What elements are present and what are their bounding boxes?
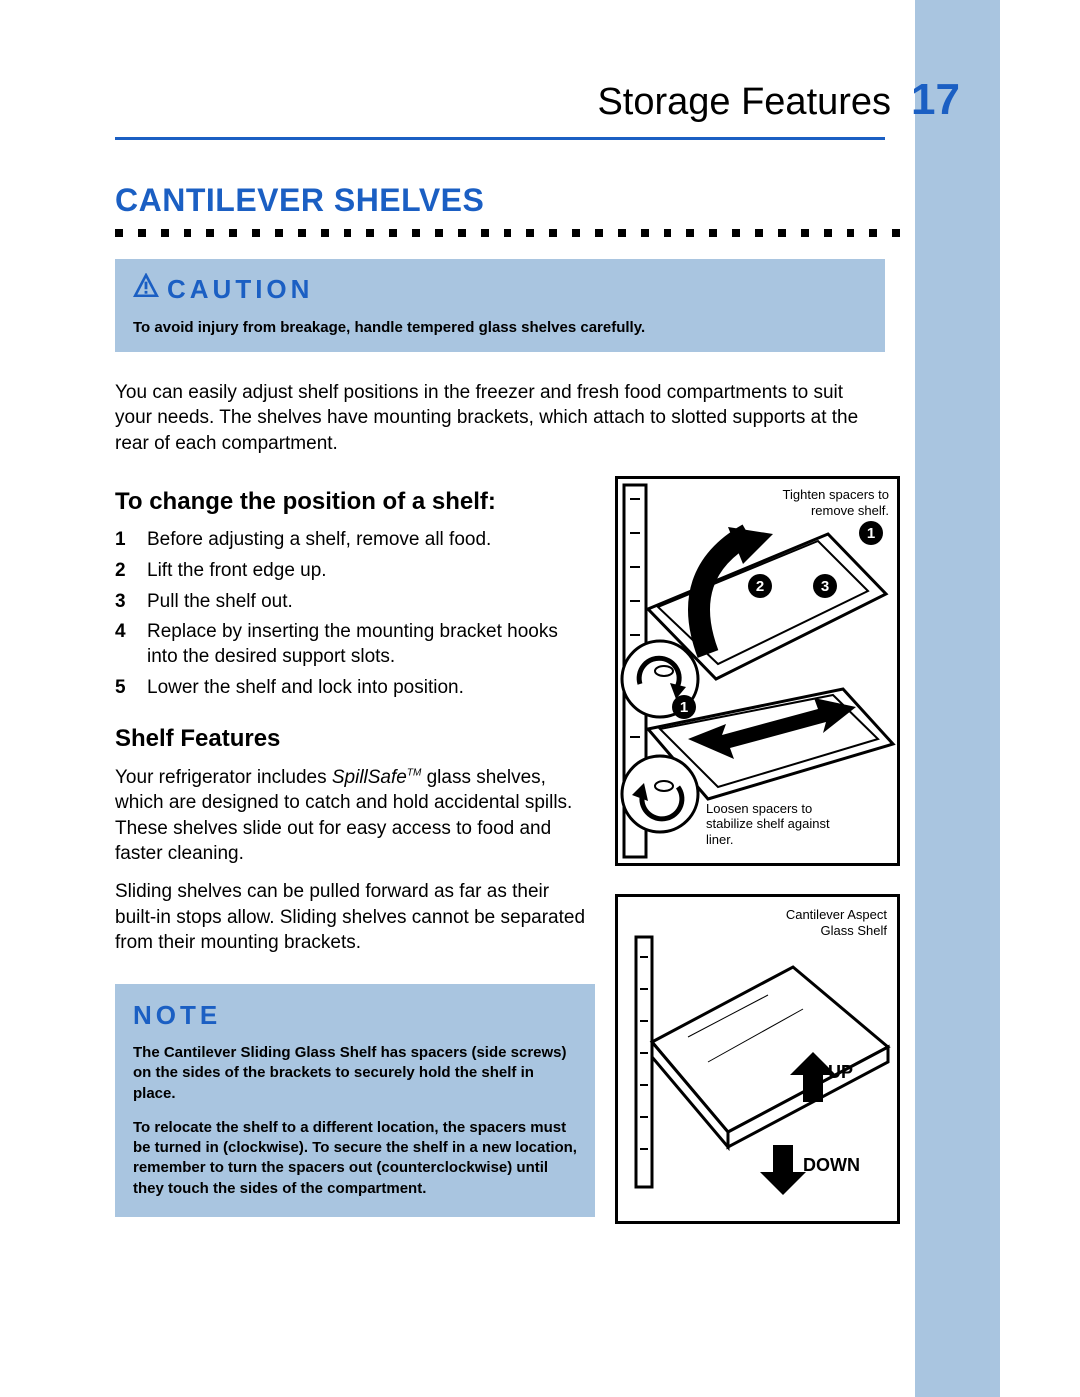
chapter-title: Storage Features: [597, 81, 891, 124]
page-header: Storage Features 17: [115, 75, 960, 125]
step-text: Lower the shelf and lock into position.: [147, 676, 464, 701]
page-content: Storage Features 17 CANTILEVER SHELVES C…: [115, 75, 960, 1224]
intro-paragraph: You can easily adjust shelf positions in…: [115, 380, 885, 457]
caution-title-row: CAUTION: [133, 273, 867, 306]
diagram-shelf-spacers: Tighten spacers to remove shelf.: [615, 476, 900, 866]
dotted-divider: [115, 229, 900, 239]
step-item: 4Replace by inserting the mounting brack…: [115, 620, 593, 669]
note-callout: NOTE The Cantilever Sliding Glass Shelf …: [115, 984, 595, 1217]
page-number: 17: [911, 75, 960, 125]
warning-icon: [133, 273, 159, 306]
shelf-features-heading: Shelf Features: [115, 725, 593, 753]
step-item: 5Lower the shelf and lock into position.: [115, 676, 593, 701]
shelf-features-para-1: Your refrigerator includes SpillSafeTM g…: [115, 765, 593, 868]
shelf-features-para-2: Sliding shelves can be pulled forward as…: [115, 879, 593, 956]
right-column: Tighten spacers to remove shelf.: [615, 476, 900, 1224]
note-text-2: To relocate the shelf to a different loc…: [133, 1118, 577, 1199]
left-column: To change the position of a shelf: 1Befo…: [115, 476, 593, 1224]
diagram2-down-label: DOWN: [803, 1155, 860, 1176]
steps-list: 1Before adjusting a shelf, remove all fo…: [115, 528, 593, 700]
two-column-region: To change the position of a shelf: 1Befo…: [115, 476, 900, 1224]
change-position-heading: To change the position of a shelf:: [115, 488, 593, 516]
step-text: Before adjusting a shelf, remove all foo…: [147, 528, 491, 553]
step-text: Pull the shelf out.: [147, 590, 293, 615]
section-heading: CANTILEVER SHELVES: [115, 182, 960, 219]
step-item: 1Before adjusting a shelf, remove all fo…: [115, 528, 593, 553]
note-label: NOTE: [133, 1000, 577, 1031]
diagram1-bottom-label: Loosen spacers to stabilize shelf agains…: [706, 801, 836, 848]
step-item: 3Pull the shelf out.: [115, 590, 593, 615]
step-item: 2Lift the front edge up.: [115, 559, 593, 584]
header-rule: [115, 137, 885, 140]
caution-callout: CAUTION To avoid injury from breakage, h…: [115, 259, 885, 352]
diagram2-up-label: UP: [828, 1062, 853, 1083]
caution-text: To avoid injury from breakage, handle te…: [133, 318, 867, 338]
step-text: Lift the front edge up.: [147, 559, 327, 584]
caution-label: CAUTION: [167, 274, 313, 305]
diagram-cantilever-shelf: Cantilever Aspect Glass Shelf: [615, 894, 900, 1224]
step-text: Replace by inserting the mounting bracke…: [147, 620, 593, 669]
note-text-1: The Cantilever Sliding Glass Shelf has s…: [133, 1043, 577, 1104]
